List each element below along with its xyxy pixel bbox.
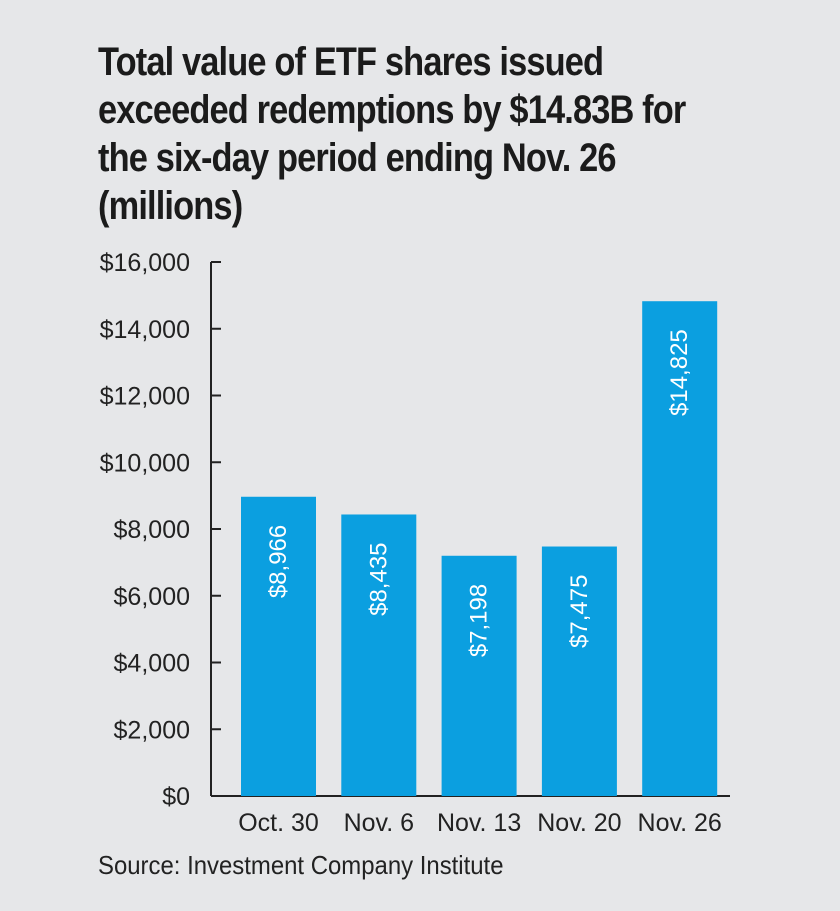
bar xyxy=(441,555,517,796)
x-tick-label: Nov. 13 xyxy=(437,809,521,837)
bar xyxy=(341,514,417,796)
x-tick-label: Oct. 30 xyxy=(238,809,319,837)
x-tick-label: Nov. 26 xyxy=(638,809,722,837)
y-tick-label: $2,000 xyxy=(114,716,190,744)
chart-title: Total value of ETF shares issued exceede… xyxy=(98,40,686,228)
source-note: Source: Investment Company Institute xyxy=(98,850,504,880)
bar-value-label: $8,966 xyxy=(265,525,292,598)
x-tick-label: Nov. 6 xyxy=(344,809,414,837)
y-tick-label: $0 xyxy=(162,783,190,811)
bar xyxy=(642,301,718,796)
y-tick-label: $16,000 xyxy=(100,249,190,277)
y-tick-label: $6,000 xyxy=(114,583,190,611)
bar-value-label: $7,198 xyxy=(466,584,493,657)
y-tick-label: $14,000 xyxy=(100,316,190,344)
y-tick-label: $8,000 xyxy=(114,516,190,544)
bar-value-label: $8,435 xyxy=(365,542,392,615)
bar xyxy=(541,546,617,796)
bar-value-label: $7,475 xyxy=(566,575,593,648)
y-tick-label: $12,000 xyxy=(100,383,190,411)
y-tick-label: $4,000 xyxy=(114,650,190,678)
x-tick-label: Nov. 20 xyxy=(537,809,621,837)
y-tick-label: $10,000 xyxy=(100,449,190,477)
bar-value-label: $14,825 xyxy=(666,329,693,416)
bar xyxy=(241,496,316,796)
